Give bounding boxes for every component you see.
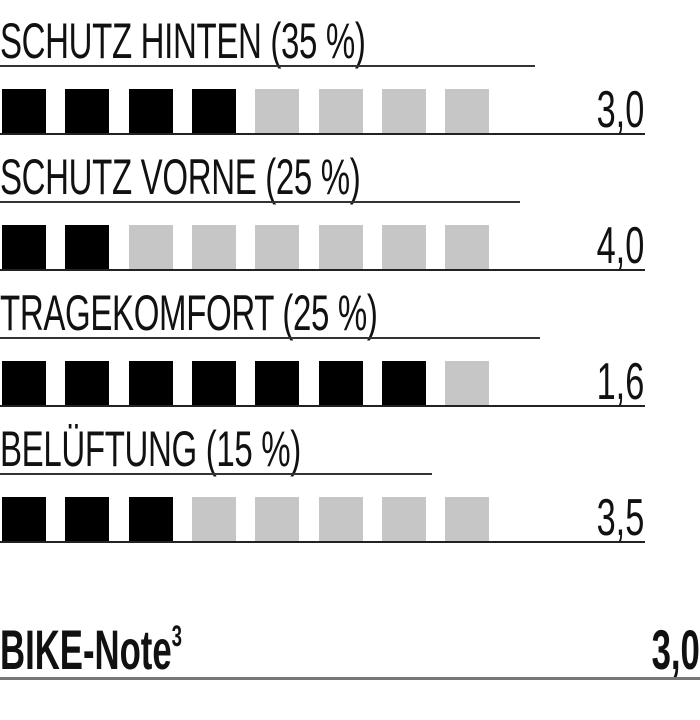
- rating-block-filled: [128, 89, 173, 133]
- rating-row: SCHUTZ VORNE (25 %) 4,0: [0, 152, 700, 288]
- rating-block-empty: [381, 89, 426, 133]
- rating-block-empty: [445, 225, 490, 269]
- criterion-label: BELÜFTUNG (15 %): [0, 421, 301, 477]
- rating-block-empty: [318, 497, 363, 541]
- criterion-label: SCHUTZ VORNE (25 %): [0, 149, 361, 205]
- rating-block-filled: [65, 361, 110, 405]
- criterion-label: TRAGEKOMFORT (25 %): [0, 285, 378, 341]
- rating-block-filled: [65, 89, 110, 133]
- rating-block-filled: [2, 361, 46, 405]
- label-underline: [0, 337, 540, 339]
- total-value: 3,0: [651, 618, 700, 681]
- total-divider: [0, 677, 700, 680]
- rating-block-filled: [65, 225, 110, 269]
- rating-block-filled: [318, 361, 363, 405]
- criterion-score: 3,5: [596, 489, 644, 547]
- rating-block-empty: [318, 225, 363, 269]
- rating-block-empty: [255, 497, 300, 541]
- rating-block-filled: [2, 225, 46, 269]
- criterion-label: SCHUTZ HINTEN (35 %): [0, 13, 366, 69]
- label-underline: [0, 473, 432, 475]
- rating-block-empty: [381, 225, 426, 269]
- rating-block-filled: [2, 89, 46, 133]
- criterion-score: 3,0: [596, 81, 644, 139]
- rating-block-filled: [128, 497, 173, 541]
- criterion-score: 1,6: [596, 353, 644, 411]
- row-divider: [0, 541, 645, 543]
- total-label-text: BIKE-Note: [0, 618, 172, 681]
- rating-block-empty: [191, 225, 236, 269]
- rating-block-filled: [191, 89, 236, 133]
- rating-block-empty: [255, 89, 300, 133]
- label-underline: [0, 65, 535, 67]
- row-divider: [0, 269, 645, 271]
- rating-block-empty: [255, 225, 300, 269]
- criterion-score: 4,0: [596, 217, 644, 275]
- rating-block-filled: [2, 497, 46, 541]
- rating-block-filled: [255, 361, 300, 405]
- footnote-marker: 3: [171, 620, 183, 653]
- total-label: BIKE-Note3: [0, 622, 182, 678]
- row-divider: [0, 405, 645, 407]
- rating-block-empty: [445, 361, 490, 405]
- rating-block-empty: [128, 225, 173, 269]
- rating-block-filled: [128, 361, 173, 405]
- row-divider: [0, 133, 645, 135]
- rating-block-filled: [65, 497, 110, 541]
- rating-block-empty: [445, 497, 490, 541]
- label-underline: [0, 201, 520, 203]
- rating-block-empty: [381, 497, 426, 541]
- rating-block-empty: [445, 89, 490, 133]
- rating-block-empty: [318, 89, 363, 133]
- rating-block-filled: [381, 361, 426, 405]
- rating-block-empty: [191, 497, 236, 541]
- rating-row: TRAGEKOMFORT (25 %) 1,6: [0, 288, 700, 424]
- rating-block-filled: [191, 361, 236, 405]
- rating-row: SCHUTZ HINTEN (35 %) 3,0: [0, 16, 700, 152]
- rating-row: BELÜFTUNG (15 %) 3,5: [0, 424, 700, 560]
